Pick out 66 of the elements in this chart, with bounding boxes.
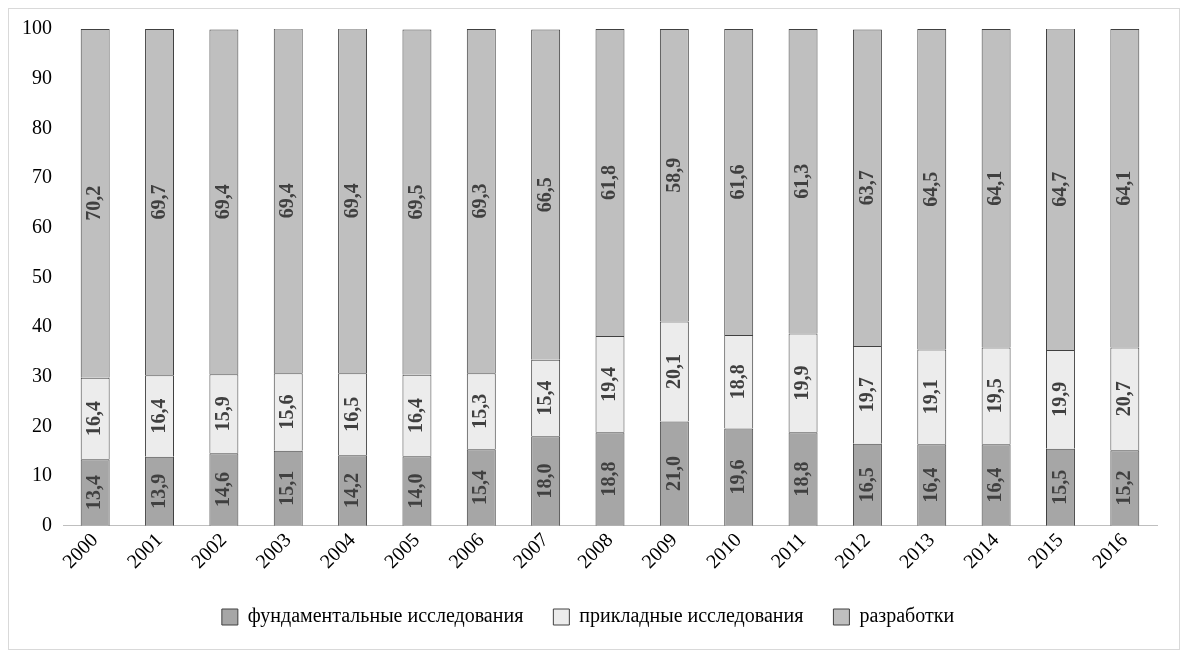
- data-label: 14,6: [211, 471, 234, 507]
- data-label: 15,1: [275, 470, 298, 506]
- data-label: 14,2: [339, 472, 362, 508]
- data-label: 18,8: [790, 461, 813, 497]
- data-label: 16,4: [146, 398, 169, 434]
- data-label: 16,4: [82, 400, 105, 436]
- data-label: 19,5: [983, 378, 1006, 414]
- data-label: 64,1: [983, 170, 1006, 206]
- legend-label: разработки: [859, 604, 955, 628]
- y-tick-label: 60: [32, 214, 52, 237]
- data-label: 63,7: [854, 170, 877, 206]
- data-label: 20,1: [661, 354, 684, 390]
- data-label: 69,5: [404, 184, 427, 220]
- data-label: 16,4: [918, 467, 941, 503]
- data-label: 15,5: [1047, 469, 1070, 505]
- data-label: 64,7: [1047, 171, 1070, 207]
- y-tick-label: 100: [22, 16, 52, 39]
- x-tick-label: 2011: [766, 528, 810, 572]
- data-label: 16,5: [854, 467, 877, 503]
- data-label: 19,6: [725, 459, 748, 495]
- y-tick-label: 40: [32, 314, 52, 337]
- data-label: 18,8: [597, 461, 620, 497]
- data-label: 15,3: [468, 393, 491, 429]
- legend-label: прикладные исследования: [579, 604, 804, 628]
- data-label: 18,0: [532, 463, 555, 499]
- data-label: 21,0: [661, 456, 684, 492]
- data-label: 15,9: [211, 396, 234, 432]
- y-tick-label: 50: [32, 264, 52, 287]
- data-label: 64,1: [1112, 170, 1134, 206]
- data-label: 70,2: [82, 185, 105, 221]
- data-label: 69,4: [339, 183, 362, 219]
- data-label: 15,4: [468, 470, 491, 505]
- data-label: 15,6: [275, 394, 298, 430]
- data-label: 20,7: [1112, 381, 1134, 417]
- y-tick-label: 30: [32, 363, 52, 386]
- data-label: 66,5: [532, 177, 555, 213]
- data-label: 19,1: [918, 379, 941, 415]
- data-label: 18,8: [725, 364, 748, 400]
- data-label: 69,4: [211, 184, 234, 220]
- data-label: 19,4: [597, 366, 620, 402]
- y-tick-label: 0: [42, 513, 52, 535]
- data-label: 14,0: [404, 473, 427, 509]
- data-label: 58,9: [661, 157, 684, 193]
- data-label: 19,9: [790, 365, 813, 401]
- data-label: 16,4: [404, 397, 427, 433]
- data-label: 69,7: [146, 184, 169, 220]
- data-label: 61,8: [597, 164, 620, 200]
- data-label: 13,4: [82, 474, 105, 510]
- data-label: 16,4: [983, 467, 1006, 503]
- data-label: 15,4: [532, 380, 555, 416]
- data-label: 61,3: [790, 163, 813, 199]
- legend-label: фундаментальные исследования: [247, 604, 524, 628]
- y-tick-label: 90: [32, 65, 52, 88]
- data-label: 19,9: [1047, 381, 1070, 417]
- y-tick-label: 10: [32, 463, 52, 486]
- data-label: 64,5: [918, 171, 941, 207]
- data-label: 69,4: [275, 183, 298, 219]
- data-label: 13,9: [146, 473, 169, 509]
- y-tick-label: 70: [32, 165, 52, 188]
- data-label: 16,5: [339, 396, 362, 432]
- data-label: 19,7: [854, 377, 877, 413]
- data-label: 69,3: [468, 183, 491, 219]
- y-tick-label: 80: [32, 115, 52, 138]
- data-label: 61,6: [725, 164, 748, 200]
- y-tick-label: 20: [32, 413, 52, 436]
- data-label: 15,2: [1112, 470, 1134, 506]
